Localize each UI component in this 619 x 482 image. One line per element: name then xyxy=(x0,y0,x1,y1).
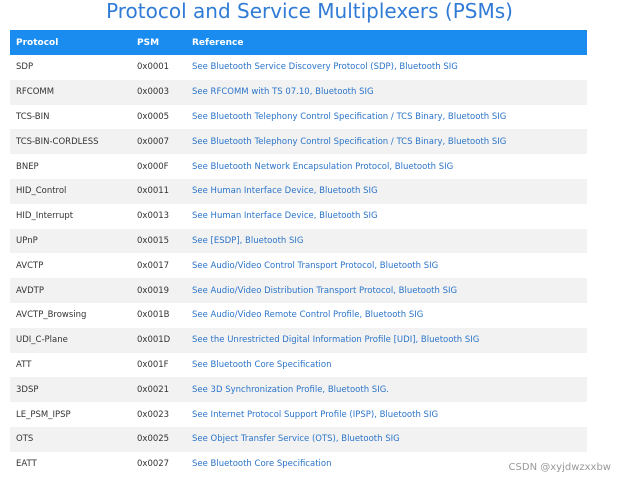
reference-cell: See Bluetooth Telephony Control Specific… xyxy=(186,129,587,155)
table-row: OTS 0x0025 See Object Transfer Service (… xyxy=(10,426,587,452)
psm-cell: 0x0021 xyxy=(131,377,186,403)
reference-cell: See Audio/Video Distribution Transport P… xyxy=(186,278,587,303)
reference-cell: See Bluetooth Telephony Control Specific… xyxy=(186,104,587,130)
psm-cell: 0x0023 xyxy=(131,402,186,427)
reference-link[interactable]: See Bluetooth Network Encapsulation Prot… xyxy=(192,161,454,172)
protocol-cell: UDI_C-Plane xyxy=(10,327,131,353)
table-row: TCS-BIN-CORDLESS 0x0007 See Bluetooth Te… xyxy=(10,129,587,155)
table-row: AVCTP 0x0017 See Audio/Video Control Tra… xyxy=(10,253,587,279)
psm-cell: 0x000F xyxy=(131,154,186,179)
reference-link[interactable]: See Bluetooth Core Specification xyxy=(192,459,332,470)
reference-link[interactable]: See the Unrestricted Digital Information… xyxy=(192,335,480,346)
table-header: Protocol PSM Reference xyxy=(10,30,587,55)
psm-cell: 0x001D xyxy=(131,327,186,353)
protocol-cell: OTS xyxy=(10,426,131,452)
table-row: UDI_C-Plane 0x001D See the Unrestricted … xyxy=(10,327,587,353)
psm-cell: 0x0027 xyxy=(131,451,186,477)
protocol-cell: TCS-BIN xyxy=(10,104,131,130)
psm-cell: 0x0019 xyxy=(131,278,186,303)
protocol-cell: RFCOMM xyxy=(10,79,131,105)
protocol-cell: LE_PSM_IPSP xyxy=(10,402,131,427)
reference-link[interactable]: See Object Transfer Service (OTS), Bluet… xyxy=(192,434,400,445)
protocol-cell: HID_Control xyxy=(10,178,131,204)
table-row: SDP 0x0001 See Bluetooth Service Discove… xyxy=(10,55,587,80)
psm-cell: 0x0005 xyxy=(131,104,186,130)
reference-link[interactable]: See Human Interface Device, Bluetooth SI… xyxy=(192,211,378,222)
table-row: RFCOMM 0x0003 See RFCOMM with TS 07.10, … xyxy=(10,79,587,105)
watermark: CSDN @xyjdwzxxbw xyxy=(508,462,611,473)
reference-link[interactable]: See Audio/Video Control Transport Protoc… xyxy=(192,260,439,271)
reference-link[interactable]: See Bluetooth Service Discovery Protocol… xyxy=(192,62,458,73)
reference-link[interactable]: See Bluetooth Telephony Control Specific… xyxy=(192,136,507,147)
protocol-cell: AVDTP xyxy=(10,278,131,303)
reference-link[interactable]: See Human Interface Device, Bluetooth SI… xyxy=(192,186,378,197)
protocol-cell: ATT xyxy=(10,352,131,378)
table-row: TCS-BIN 0x0005 See Bluetooth Telephony C… xyxy=(10,104,587,130)
reference-link[interactable]: See Bluetooth Core Specification xyxy=(192,359,332,370)
protocol-cell: AVCTP_Browsing xyxy=(10,302,131,328)
reference-cell: See Audio/Video Control Transport Protoc… xyxy=(186,253,587,279)
reference-cell: See Human Interface Device, Bluetooth SI… xyxy=(186,178,587,204)
header-protocol: Protocol xyxy=(10,30,131,55)
reference-link[interactable]: See Bluetooth Telephony Control Specific… xyxy=(192,111,507,122)
table-body: SDP 0x0001 See Bluetooth Service Discove… xyxy=(10,55,587,477)
psm-cell: 0x0003 xyxy=(131,79,186,105)
reference-cell: See Bluetooth Core Specification xyxy=(186,352,587,378)
table-row: AVCTP_Browsing 0x001B See Audio/Video Re… xyxy=(10,302,587,328)
reference-link[interactable]: See Internet Protocol Support Profile (I… xyxy=(192,409,439,420)
reference-cell: See 3D Synchronization Profile, Bluetoot… xyxy=(186,377,587,403)
psm-cell: 0x0007 xyxy=(131,129,186,155)
protocol-cell: SDP xyxy=(10,55,131,80)
psm-cell: 0x0015 xyxy=(131,228,186,254)
psm-cell: 0x0025 xyxy=(131,426,186,452)
table-row: UPnP 0x0015 See [ESDP], Bluetooth SIG xyxy=(10,228,587,254)
table-row: AVDTP 0x0019 See Audio/Video Distributio… xyxy=(10,278,587,303)
reference-link[interactable]: See RFCOMM with TS 07.10, Bluetooth SIG xyxy=(192,87,374,98)
table-row: EATT 0x0027 See Bluetooth Core Specifica… xyxy=(10,451,587,477)
psm-cell: 0x001B xyxy=(131,302,186,328)
reference-cell: See Bluetooth Core Specification xyxy=(186,451,587,477)
reference-cell: See Bluetooth Network Encapsulation Prot… xyxy=(186,154,587,179)
reference-link[interactable]: See 3D Synchronization Profile, Bluetoot… xyxy=(192,384,389,395)
table-row: 3DSP 0x0021 See 3D Synchronization Profi… xyxy=(10,377,587,403)
header-psm: PSM xyxy=(131,30,186,55)
header-row: Protocol PSM Reference xyxy=(10,30,587,55)
table-row: BNEP 0x000F See Bluetooth Network Encaps… xyxy=(10,154,587,179)
reference-cell: See Bluetooth Service Discovery Protocol… xyxy=(186,55,587,80)
reference-link[interactable]: See [ESDP], Bluetooth SIG xyxy=(192,235,304,246)
protocol-cell: 3DSP xyxy=(10,377,131,403)
protocol-cell: HID_Interrupt xyxy=(10,203,131,229)
protocol-cell: TCS-BIN-CORDLESS xyxy=(10,129,131,155)
reference-cell: See the Unrestricted Digital Information… xyxy=(186,327,587,353)
reference-link[interactable]: See Audio/Video Distribution Transport P… xyxy=(192,285,458,296)
protocol-cell: EATT xyxy=(10,451,131,477)
psm-cell: 0x001F xyxy=(131,352,186,378)
psm-cell: 0x0013 xyxy=(131,203,186,229)
psm-cell: 0x0011 xyxy=(131,178,186,204)
psm-cell: 0x0017 xyxy=(131,253,186,279)
table-row: LE_PSM_IPSP 0x0023 See Internet Protocol… xyxy=(10,402,587,427)
psm-table: Protocol PSM Reference SDP 0x0001 See Bl… xyxy=(10,30,587,477)
table-row: HID_Interrupt 0x0013 See Human Interface… xyxy=(10,203,587,229)
protocol-cell: AVCTP xyxy=(10,253,131,279)
protocol-cell: UPnP xyxy=(10,228,131,254)
table-row: ATT 0x001F See Bluetooth Core Specificat… xyxy=(10,352,587,378)
table-row: HID_Control 0x0011 See Human Interface D… xyxy=(10,178,587,204)
reference-cell: See Internet Protocol Support Profile (I… xyxy=(186,402,587,427)
reference-cell: See Object Transfer Service (OTS), Bluet… xyxy=(186,426,587,452)
psm-cell: 0x0001 xyxy=(131,55,186,80)
reference-cell: See Audio/Video Remote Control Profile, … xyxy=(186,302,587,328)
reference-link[interactable]: See Audio/Video Remote Control Profile, … xyxy=(192,310,424,321)
reference-cell: See [ESDP], Bluetooth SIG xyxy=(186,228,587,254)
page-title: Protocol and Service Multiplexers (PSMs) xyxy=(106,0,513,23)
protocol-cell: BNEP xyxy=(10,154,131,179)
header-reference: Reference xyxy=(186,30,587,55)
reference-cell: See RFCOMM with TS 07.10, Bluetooth SIG xyxy=(186,79,587,105)
reference-cell: See Human Interface Device, Bluetooth SI… xyxy=(186,203,587,229)
